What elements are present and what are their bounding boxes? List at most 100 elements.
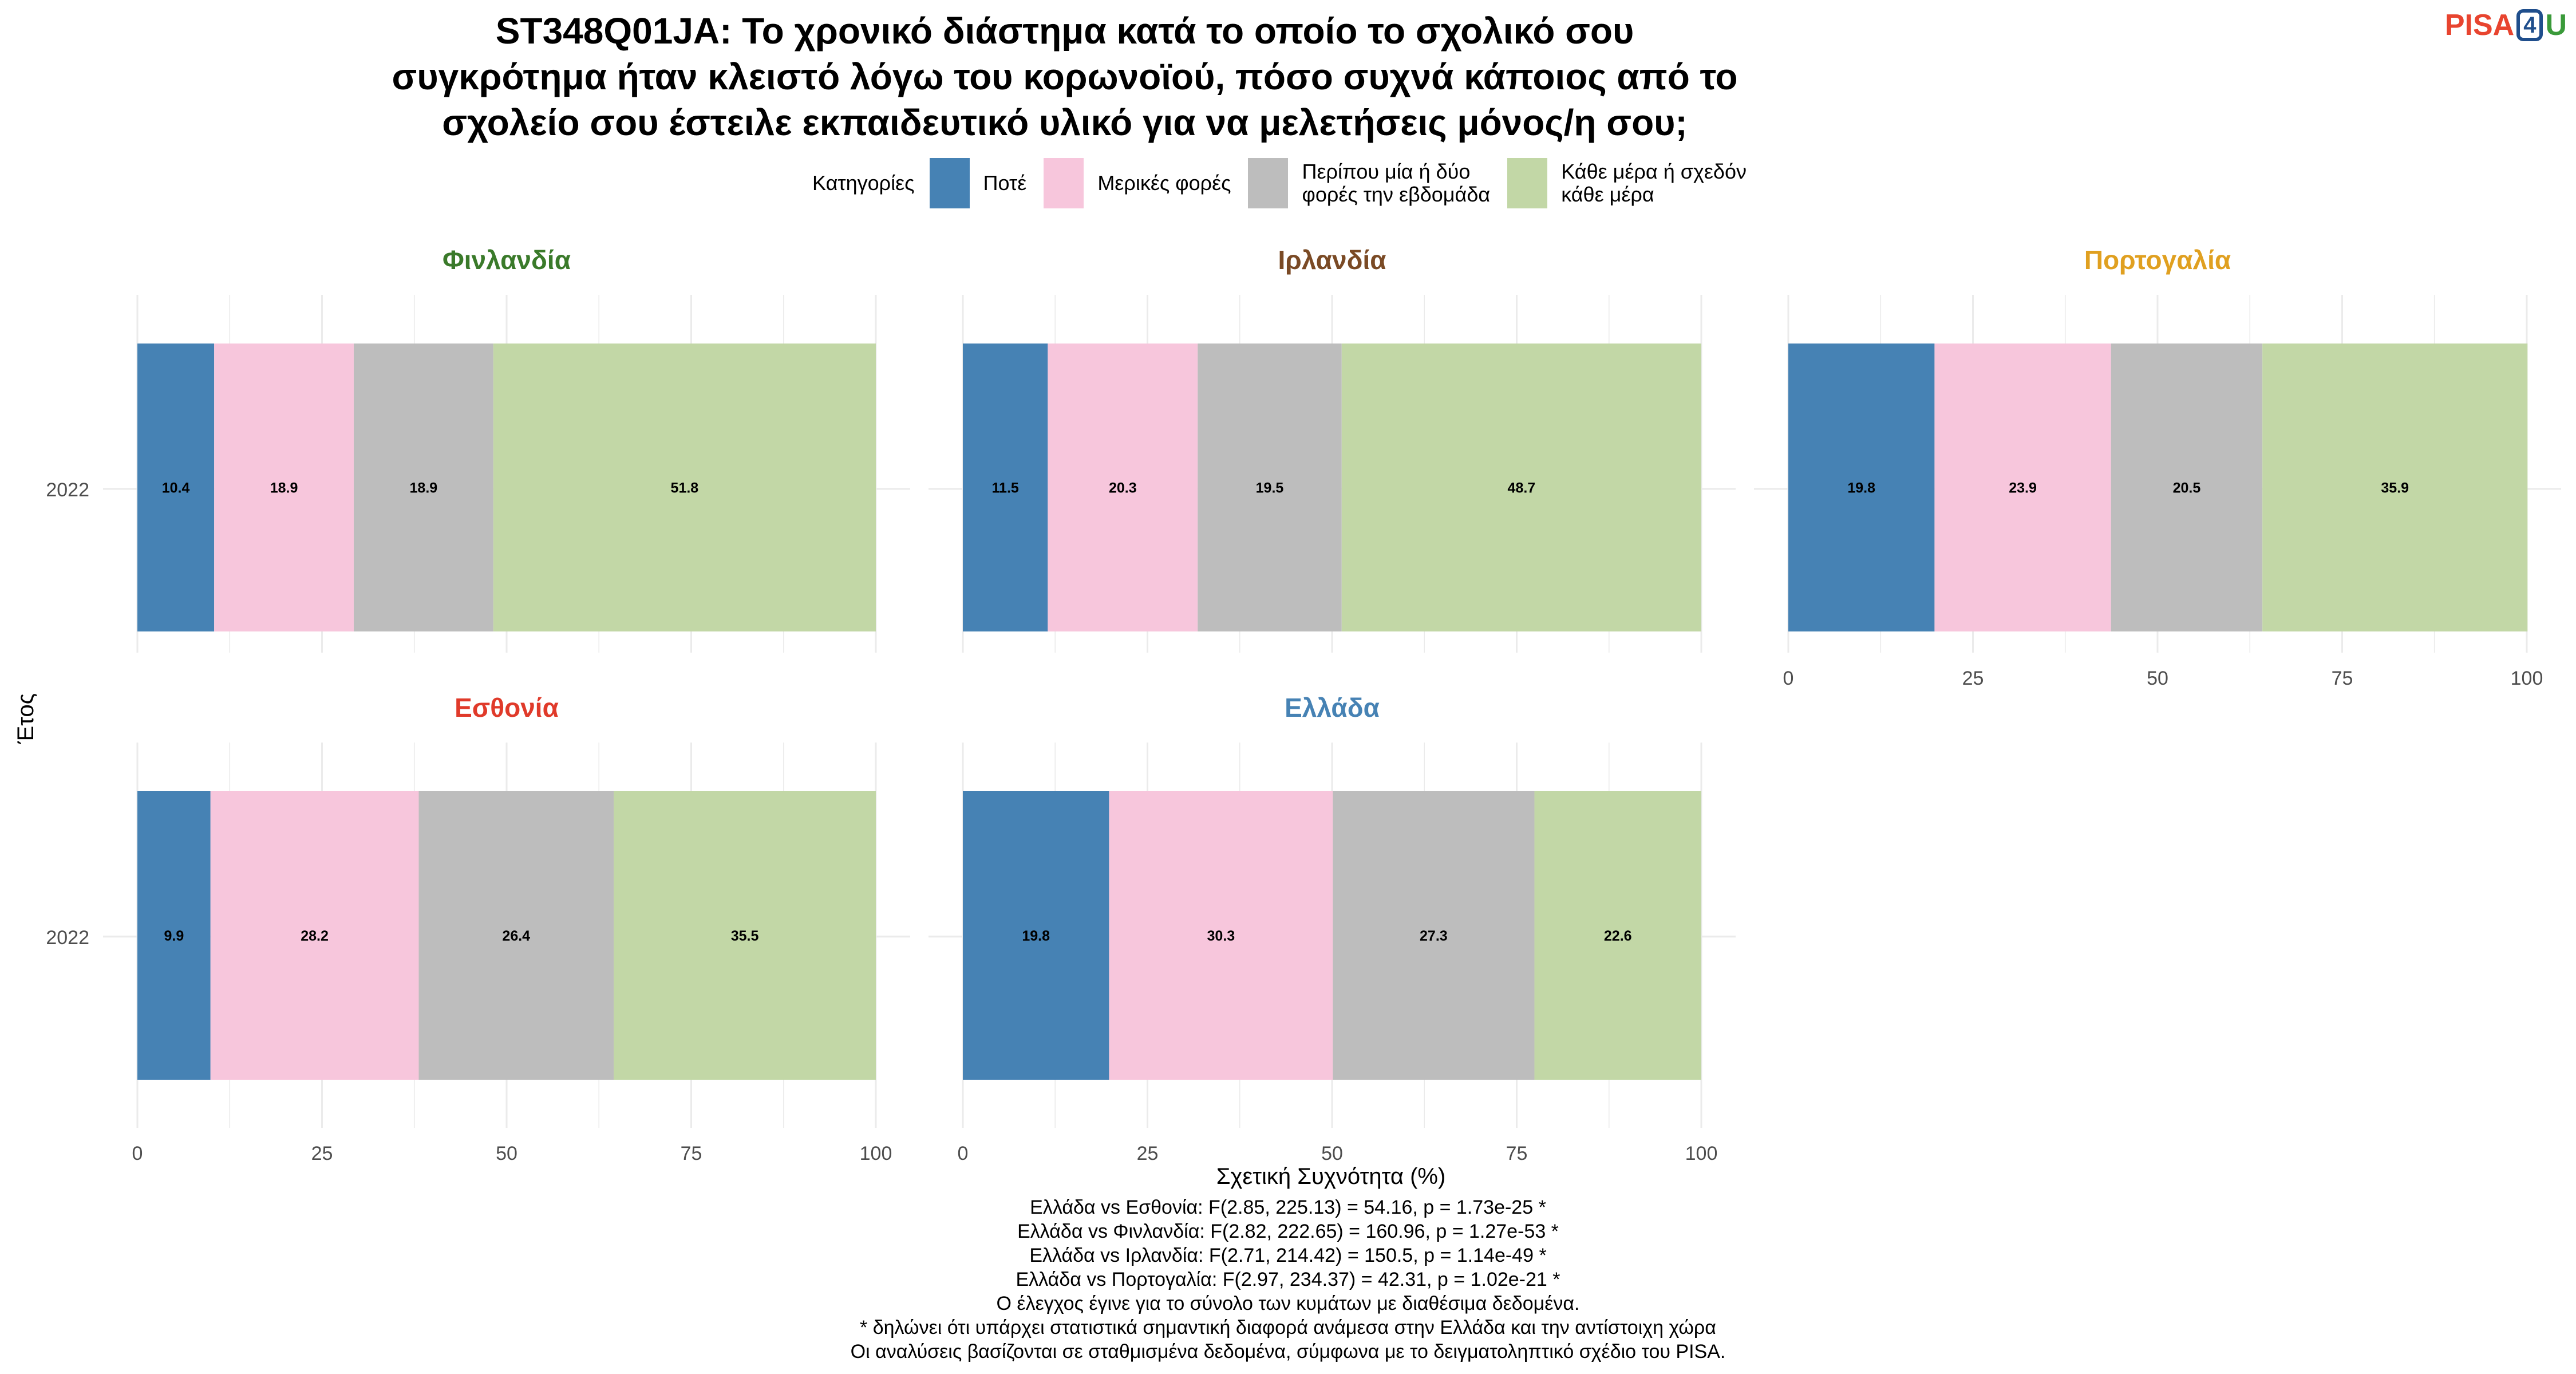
title-line-1: ST348Q01JA: Το χρονικό διάστημα κατά το … [495, 10, 1634, 52]
legend: Κατηγορίες Ποτέ Μερικές φορές Περίπου μί… [0, 158, 2576, 208]
bar-segment [614, 791, 876, 1080]
data-label: 28.2 [301, 928, 329, 944]
x-tick-label: 0 [958, 1143, 969, 1164]
chart-footer: Ελλάδα vs Εσθονία: F(2.85, 225.13) = 54.… [0, 1195, 2576, 1364]
data-label: 10.4 [162, 480, 190, 496]
legend-label: Ποτέ [983, 172, 1027, 195]
facet-panel-1: Ιρλανδία 11.5 20.3 19.5 48.7 [929, 245, 1736, 653]
footer-line-3: Ελλάδα vs Ιρλανδία: F(2.71, 214.42) = 15… [1029, 1245, 1547, 1266]
facet-title: Φινλανδία [442, 245, 571, 275]
x-tick-label: 50 [1321, 1143, 1343, 1164]
legend-item-weekly: Περίπου μία ή δύο φορές την εβδομάδα [1248, 158, 1490, 208]
data-label: 20.3 [1109, 480, 1137, 496]
y-axis-title: Έτος [13, 693, 38, 744]
data-label: 51.8 [671, 480, 699, 496]
facet-panel-0: Φινλανδία 2022 10.4 18.9 18.9 51.8 [46, 245, 910, 653]
data-label: 18.9 [410, 480, 438, 496]
legend-item-never: Ποτέ [929, 158, 1027, 208]
data-label: 9.9 [164, 928, 184, 944]
y-tick-label: 2022 [46, 927, 89, 949]
bar-segment [418, 791, 614, 1080]
footer-line-5: Ο έλεγχος έγινε για το σύνολο των κυμάτω… [996, 1293, 1580, 1314]
bar-segment [1934, 344, 2111, 631]
logo-four-text: 4 [2516, 9, 2543, 41]
facet-title: Ελλάδα [1285, 693, 1380, 722]
data-label: 19.5 [1256, 480, 1284, 496]
data-label: 11.5 [992, 480, 1019, 496]
data-label: 19.8 [1022, 928, 1050, 944]
data-label: 18.9 [270, 480, 298, 496]
logo-u-text: U [2545, 9, 2567, 42]
data-label: 23.9 [2009, 480, 2037, 496]
legend-label-line: Μερικές φορές [1097, 171, 1231, 195]
x-axis-title: Σχετική Συχνότητα (%) [1216, 1164, 1446, 1189]
bar-segment [963, 344, 1048, 631]
data-label: 26.4 [502, 928, 530, 944]
x-tick-label: 25 [1137, 1143, 1159, 1164]
bar-segment [210, 791, 419, 1080]
footer-line-7: Οι αναλύσεις βασίζονται σε σταθμισμένα δ… [850, 1341, 1726, 1363]
data-label: 30.3 [1207, 928, 1235, 944]
legend-label-line: Ποτέ [983, 171, 1027, 195]
x-tick-label: 100 [2511, 668, 2543, 689]
x-tick-label: 25 [1962, 668, 1984, 689]
footer-line-4: Ελλάδα vs Πορτογαλία: F(2.97, 234.37) = … [1016, 1269, 1560, 1290]
y-tick-label: 2022 [46, 479, 89, 501]
bar-segment [2262, 344, 2528, 631]
footer-line-6: * δηλώνει ότι υπάρχει στατιστικά σημαντι… [860, 1317, 1716, 1339]
bar-segment [1788, 344, 1935, 631]
title-line-2: συγκρότημα ήταν κλειστό λόγω του κορωνοϊ… [392, 56, 1738, 97]
data-label: 35.5 [731, 928, 759, 944]
legend-label-line: Περίπου μία ή δύο [1302, 160, 1471, 183]
bar-segment [2111, 344, 2263, 631]
data-label: 20.5 [2173, 480, 2201, 496]
x-tick-label: 100 [860, 1143, 892, 1164]
x-tick-label: 75 [681, 1143, 702, 1164]
legend-swatch [1044, 158, 1084, 208]
x-tick-label: 100 [1685, 1143, 1718, 1164]
logo-pisa-text: PISA [2444, 9, 2515, 42]
legend-swatch [929, 158, 970, 208]
x-tick-label: 50 [2147, 668, 2168, 689]
data-label: 48.7 [1508, 480, 1536, 496]
legend-label-line: Κάθε μέρα ή σχεδόν [1561, 160, 1747, 183]
facet-title: Εσθονία [455, 693, 559, 722]
legend-label-line: κάθε μέρα [1561, 183, 1654, 206]
data-label: 19.8 [1847, 480, 1875, 496]
bar-segment [137, 344, 215, 631]
facet-title: Πορτογαλία [2084, 245, 2231, 275]
bar-segment [214, 344, 354, 631]
bar-segment [1109, 791, 1333, 1080]
x-tick-label: 25 [311, 1143, 333, 1164]
legend-label-line: φορές την εβδομάδα [1302, 183, 1491, 206]
data-label: 27.3 [1420, 928, 1448, 944]
bar-segment [1341, 344, 1701, 631]
pisa4u-logo: PISA 4 U [2445, 8, 2567, 42]
legend-label: Μερικές φορές [1097, 172, 1231, 195]
facet-panel-4: Ελλάδα 19.8 30.3 27.3 22.6 0 25 50 75 100 [929, 693, 1736, 1164]
x-tick-label: 75 [1506, 1143, 1528, 1164]
legend-swatch [1248, 158, 1289, 208]
bar-segment [1198, 344, 1342, 631]
facet-panel-2: Πορτογαλία 19.8 23.9 20.5 35.9 0 25 50 75 100 [1754, 245, 2561, 689]
facet-panel-3: Εσθονία 2022 9.9 28.2 26.4 35.5 0 25 50 75 100 [46, 693, 910, 1164]
facet-title: Ιρλανδία [1278, 245, 1386, 275]
legend-swatch [1507, 158, 1548, 208]
bar-segment [493, 344, 876, 631]
x-tick-label: 0 [1783, 668, 1794, 689]
footer-line-1: Ελλάδα vs Εσθονία: F(2.85, 225.13) = 54.… [1030, 1197, 1546, 1218]
title-line-3: σχολείο σου έστειλε εκπαιδευτικό υλικό γ… [442, 102, 1688, 143]
footer-line-2: Ελλάδα vs Φινλανδία: F(2.82, 222.65) = 1… [1017, 1221, 1559, 1242]
legend-item-sometimes: Μερικές φορές [1044, 158, 1231, 208]
legend-title: Κατηγορίες [812, 171, 915, 195]
bar-segment [1534, 791, 1701, 1080]
x-tick-label: 0 [132, 1143, 143, 1164]
bar-segment [1048, 344, 1198, 631]
x-tick-label: 50 [496, 1143, 517, 1164]
bar-segment [353, 344, 493, 631]
legend-label: Περίπου μία ή δύο φορές την εβδομάδα [1302, 160, 1490, 206]
bar-segment [1333, 791, 1535, 1080]
x-tick-label: 75 [2332, 668, 2353, 689]
bar-segment [963, 791, 1109, 1080]
